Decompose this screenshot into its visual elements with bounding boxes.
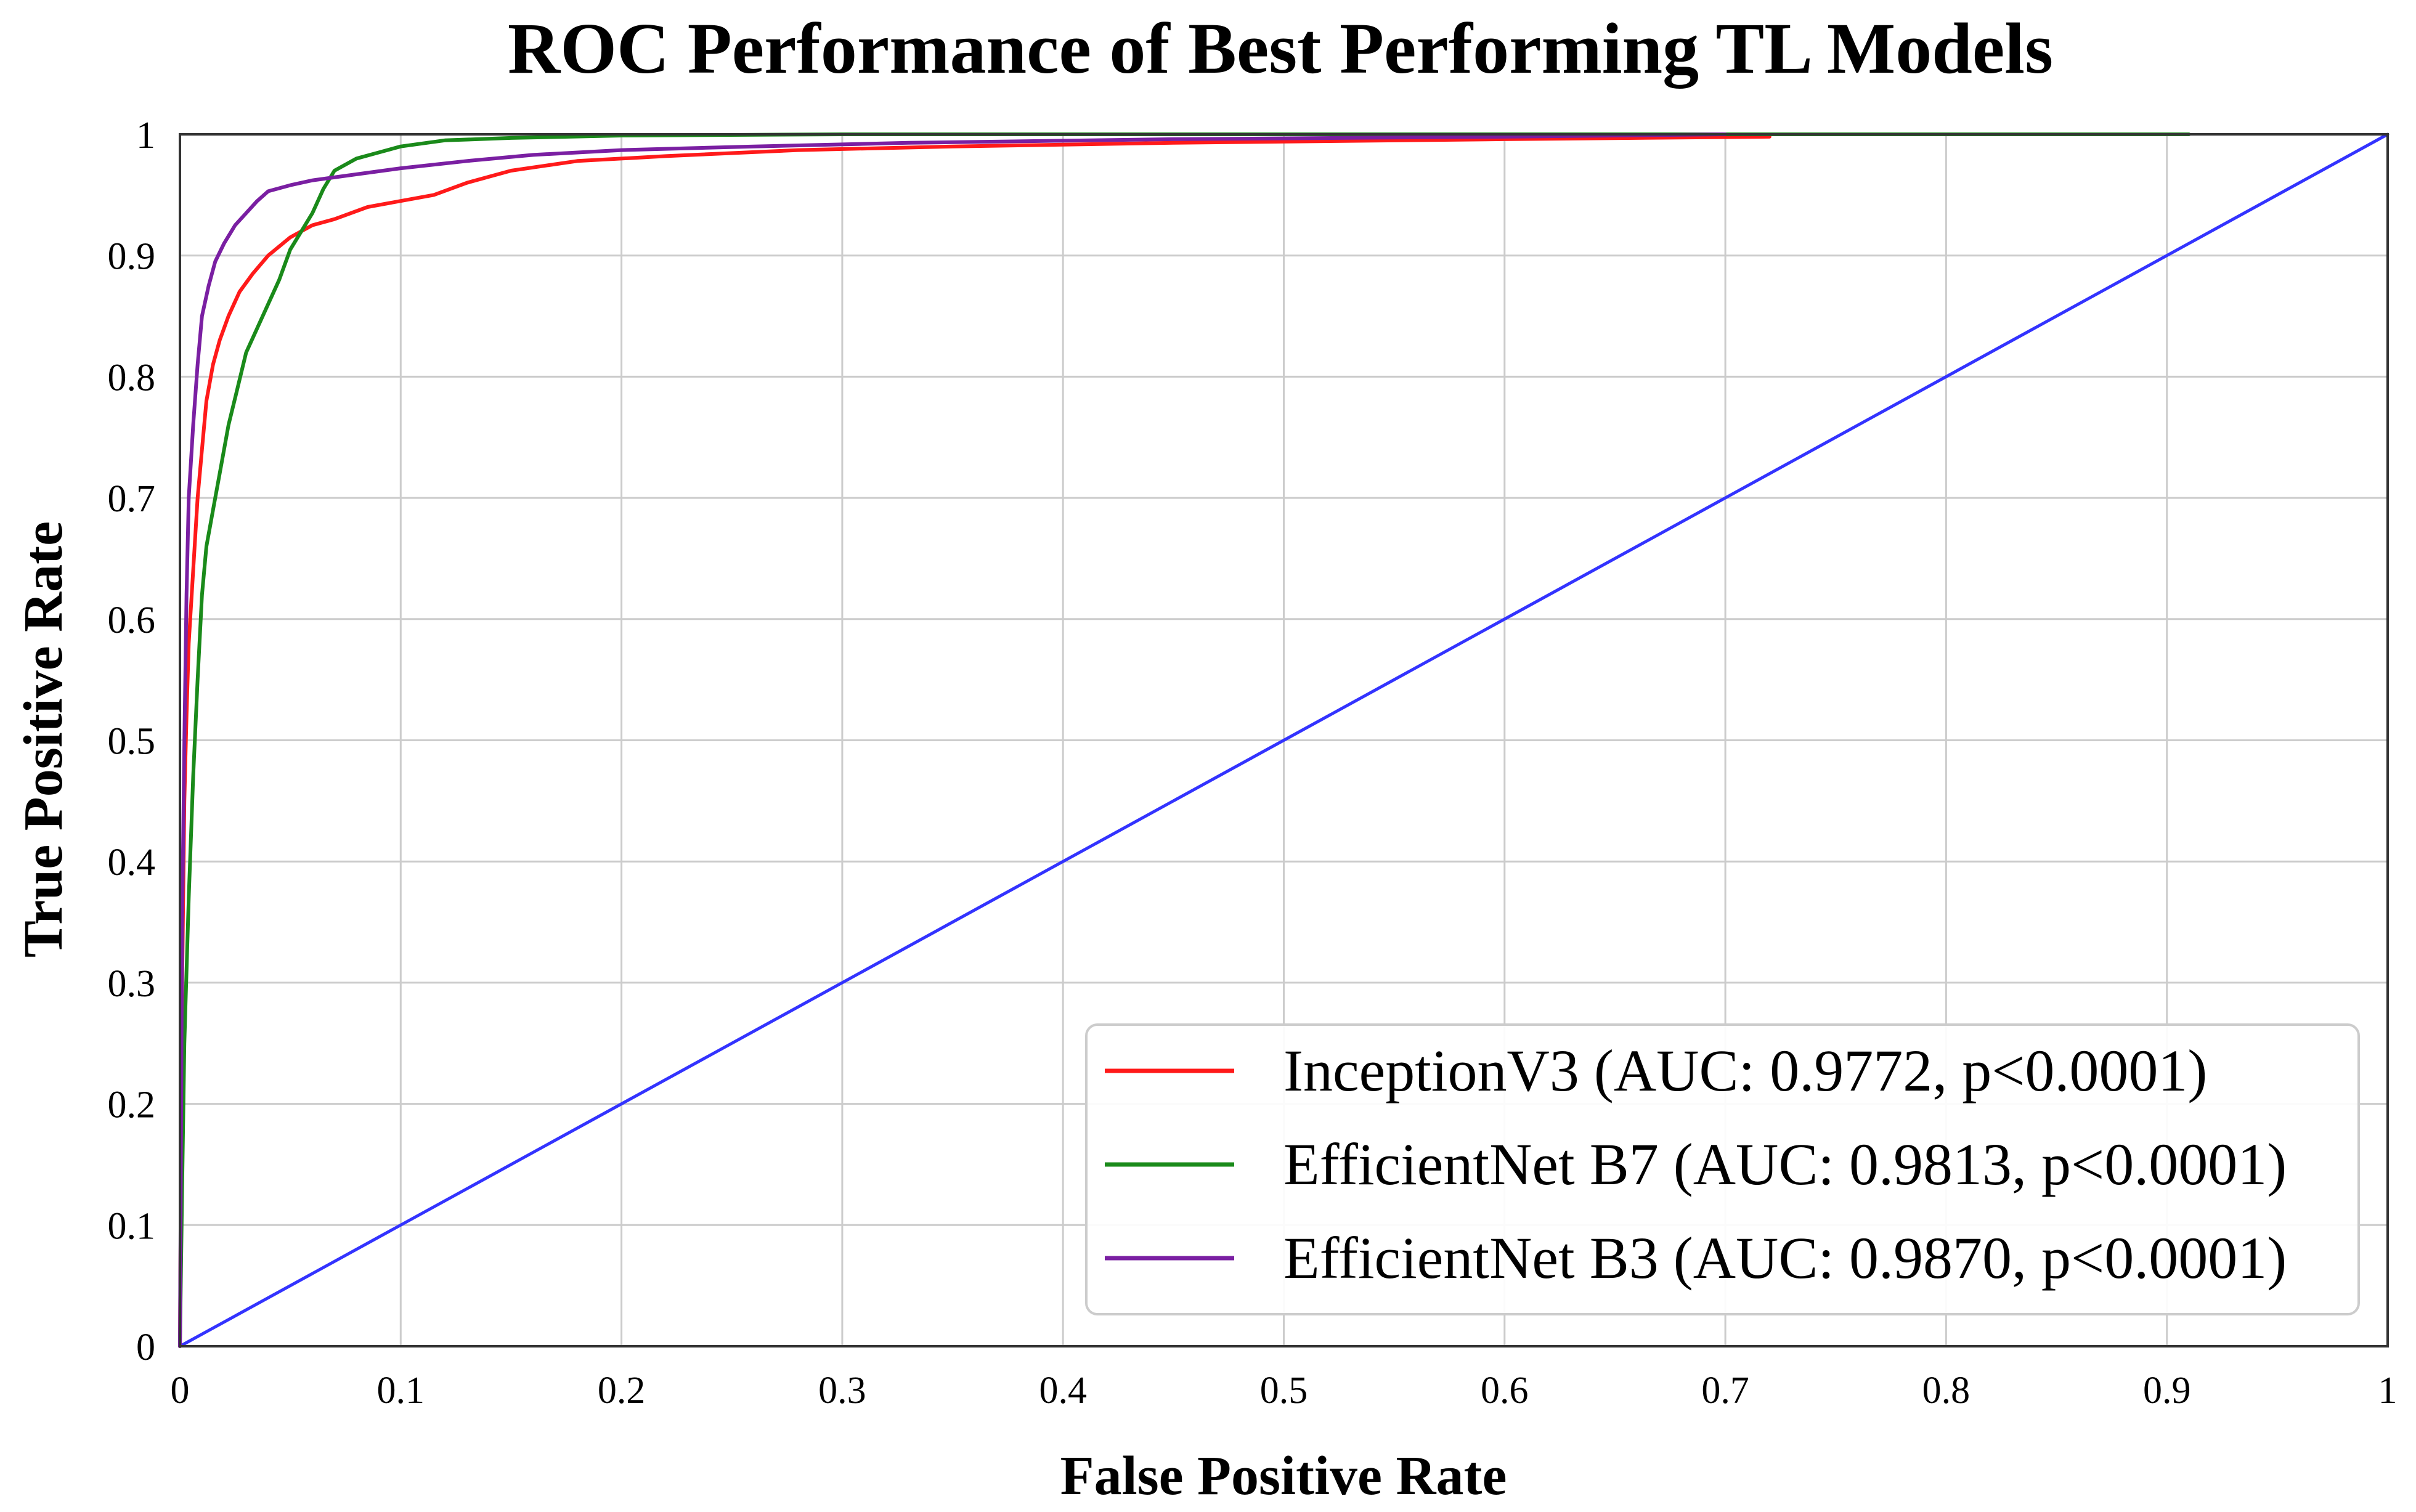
x-tick-label-6: 0.6 xyxy=(1481,1370,1529,1412)
x-tick-label-10: 1 xyxy=(2378,1370,2398,1412)
x-tick-label-8: 0.8 xyxy=(1922,1370,1971,1412)
x-tick-label-9: 0.9 xyxy=(2143,1370,2191,1412)
series-lines xyxy=(178,132,2390,1348)
series-line-0 xyxy=(178,134,1771,1348)
y-tick-label-3: 0.3 xyxy=(108,963,156,1005)
x-tick-label-0: 0 xyxy=(171,1370,190,1412)
x-tick-label-7: 0.7 xyxy=(1701,1370,1749,1412)
x-tick-label-4: 0.4 xyxy=(1039,1370,1087,1412)
y-tick-label-7: 0.7 xyxy=(108,478,156,520)
legend-box xyxy=(1085,1023,2360,1315)
plot-frame xyxy=(179,133,2389,1347)
y-axis-label: True Positive Rate xyxy=(13,521,74,957)
x-axis-label: False Positive Rate xyxy=(1060,1445,1507,1506)
y-tick-label-9: 0.9 xyxy=(108,236,156,278)
x-tick-labels: 0 0.1 0.2 0.3 0.4 0.5 0.6 0.7 0.8 0.9 1 xyxy=(171,1370,2398,1412)
reference-diagonal-line xyxy=(178,132,2390,1348)
x-tick-label-1: 0.1 xyxy=(377,1370,425,1412)
legend: InceptionV3 (AUC: 0.9772, p<0.0001) Effic… xyxy=(1085,1023,2360,1315)
chart-title: ROC Performance of Best Performing TL Mo… xyxy=(508,8,2053,89)
y-tick-label-5: 0.5 xyxy=(108,721,156,763)
series-line-2 xyxy=(178,132,1728,1348)
x-tick-label-5: 0.5 xyxy=(1260,1370,1308,1412)
y-tick-label-1: 0.1 xyxy=(108,1205,156,1247)
y-tick-labels: 0 0.1 0.2 0.3 0.4 0.5 0.6 0.7 0.8 0.9 1 xyxy=(108,115,156,1368)
y-tick-label-6: 0.6 xyxy=(108,600,156,641)
y-tick-label-2: 0.2 xyxy=(108,1084,156,1126)
x-tick-label-3: 0.3 xyxy=(818,1370,866,1412)
legend-entries: InceptionV3 (AUC: 0.9772, p<0.0001) Effic… xyxy=(1105,1038,2287,1291)
series-line-1 xyxy=(178,132,2191,1348)
y-tick-label-10: 1 xyxy=(136,115,155,156)
x-tick-label-2: 0.2 xyxy=(598,1370,646,1412)
y-tick-label-0: 0 xyxy=(136,1327,155,1368)
legend-label-1: EfficientNet B7 (AUC: 0.9813, p<0.0001) xyxy=(1283,1131,2287,1197)
legend-label-2: EfficientNet B3 (AUC: 0.9870, p<0.0001) xyxy=(1283,1225,2287,1291)
y-tick-label-4: 0.4 xyxy=(108,842,156,884)
y-tick-label-8: 0.8 xyxy=(108,357,156,399)
legend-label-0: InceptionV3 (AUC: 0.9772, p<0.0001) xyxy=(1283,1038,2207,1104)
